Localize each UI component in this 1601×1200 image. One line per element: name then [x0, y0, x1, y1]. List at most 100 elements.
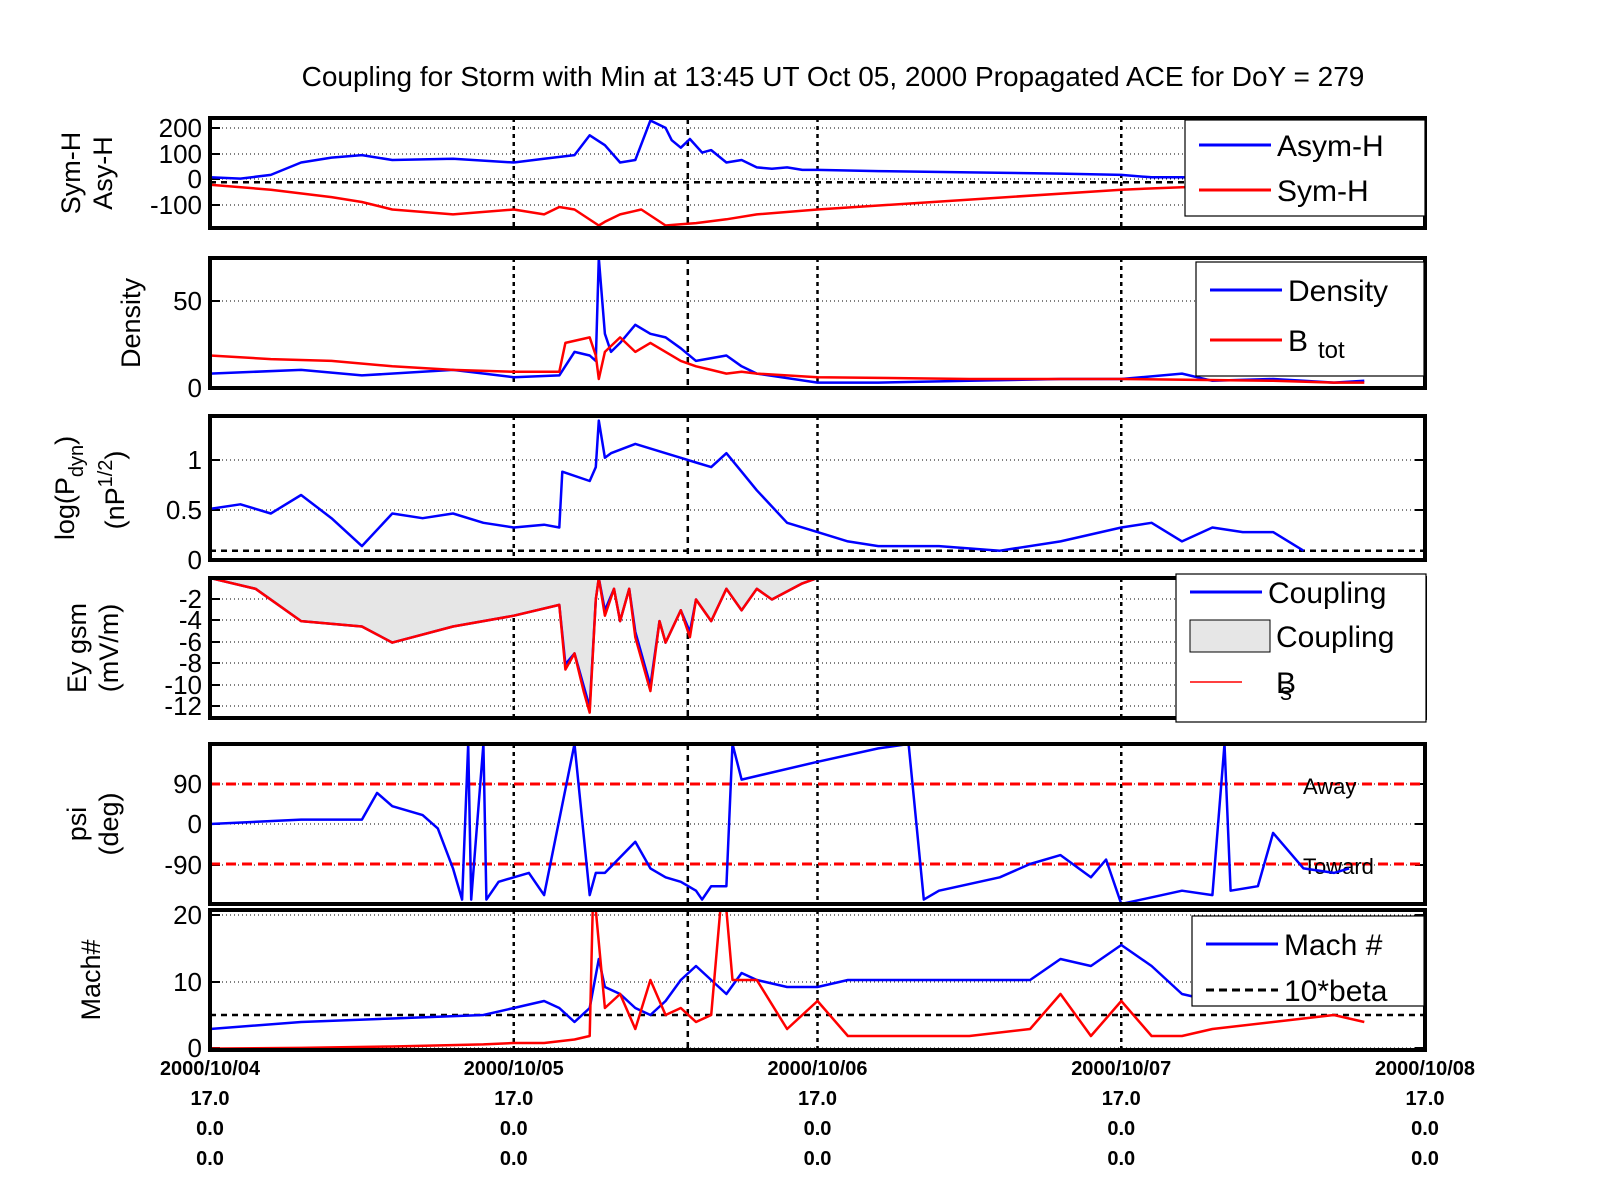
x-tick-label: 17.0 — [191, 1088, 230, 1110]
x-tick-label: 0.0 — [196, 1118, 224, 1140]
y-tick-label: -100 — [150, 190, 202, 220]
axes-frame — [208, 742, 1427, 906]
sector-label: Toward — [1303, 854, 1374, 879]
legend-label: Coupling — [1268, 577, 1386, 610]
legend-box — [1191, 915, 1425, 1007]
legend-swatch — [1189, 619, 1271, 653]
y-tick-label: 0 — [188, 373, 202, 403]
x-tick-label: 17.0 — [1406, 1088, 1445, 1110]
x-tick-label: 0.0 — [1107, 1148, 1135, 1170]
y-tick-label: 50 — [173, 286, 202, 316]
x-tick-label: 0.0 — [1411, 1118, 1439, 1140]
legend-label: Density — [1288, 275, 1388, 308]
y-tick-label: -2 — [179, 584, 202, 614]
y-tick-label: -8 — [179, 648, 202, 678]
series-line-red — [210, 181, 1425, 227]
legend: Mach # 10*beta — [1191, 915, 1425, 1008]
x-tick-label: 17.0 — [494, 1088, 533, 1110]
y-axis-label-part: log(P — [50, 477, 80, 540]
axes-frame — [208, 256, 1427, 390]
y-tick-label: 200 — [159, 113, 202, 143]
legend: Density B tot — [1195, 261, 1425, 377]
y-tick-label: 0.5 — [166, 495, 202, 525]
legend-box — [1184, 119, 1426, 217]
y-tick-label: -10 — [164, 670, 202, 700]
y-tick-label: 100 — [159, 139, 202, 169]
series-line-red — [210, 336, 1365, 384]
y-axis-label: Mach# — [76, 939, 106, 1020]
series-line-blue — [210, 419, 1305, 552]
y-tick-label: 0 — [188, 545, 202, 575]
y-axis-label-part: ) — [100, 451, 130, 460]
legend-label: 10*beta — [1284, 975, 1388, 1008]
series-line-blue — [210, 119, 1425, 182]
x-axis-labels: 2000/10/04 17.0 0.0 0.0 2000/10/05 17.0 0.0 0.0… — [160, 1058, 1475, 1170]
x-tick-label: 0.0 — [1411, 1148, 1439, 1170]
x-tick-label: 2000/10/04 — [160, 1058, 261, 1080]
y-axis-label: Density — [116, 277, 146, 368]
legend-label: Coupling — [1276, 621, 1394, 654]
y-tick-label: -4 — [179, 605, 202, 635]
legend: Coupling Coupling Bs — [1175, 573, 1427, 723]
panel-6: 20 10 0 Mach# Mach # 10*beta — [76, 900, 1427, 1063]
x-tick-label: 0.0 — [804, 1148, 832, 1170]
panel-5: 90 0 -90 Away Toward psi (deg) — [62, 742, 1427, 906]
legend-label: B — [1288, 325, 1308, 358]
x-tick-label: 0.0 — [196, 1148, 224, 1170]
y-axis-label-sub: dyn — [66, 445, 88, 477]
x-tick-label: 0.0 — [1107, 1118, 1135, 1140]
axes-frame — [208, 414, 1427, 562]
series-line-red — [210, 910, 1365, 1050]
legend-label: Sym-H — [1277, 175, 1369, 208]
series-line-blue — [210, 943, 1365, 1031]
legend-label: Asym-H — [1277, 130, 1384, 163]
legend-label-sub: s — [1280, 679, 1292, 706]
y-axis-label-part: (nP — [100, 487, 130, 529]
y-tick-label: 0 — [188, 164, 202, 194]
y-axis-label: log(Pdyn) — [50, 436, 88, 540]
x-tick-label: 2000/10/07 — [1071, 1058, 1171, 1080]
y-axis-label-part: ) — [50, 436, 80, 445]
x-tick-label: 0.0 — [804, 1118, 832, 1140]
legend-label: B — [1276, 667, 1296, 700]
y-axis-label: Sym-H — [56, 132, 86, 215]
y-tick-label: -90 — [164, 850, 202, 880]
x-tick-label: 17.0 — [1102, 1088, 1141, 1110]
panel-2: 50 0 Density Density B tot — [116, 256, 1427, 403]
legend-label-sub: tot — [1318, 337, 1345, 364]
y-tick-label: 0 — [188, 809, 202, 839]
figure-title: Coupling for Storm with Min at 13:45 UT … — [302, 61, 1365, 92]
x-tick-label: 0.0 — [500, 1148, 528, 1170]
x-tick-label: 17.0 — [798, 1088, 837, 1110]
legend: Asym-H Sym-H — [1184, 119, 1426, 217]
y-tick-label: -6 — [179, 627, 202, 657]
y-axis-label: psi — [62, 807, 92, 842]
x-tick-label: 2000/10/08 — [1375, 1058, 1475, 1080]
y-tick-label: -12 — [164, 691, 202, 721]
y-tick-label: 20 — [173, 900, 202, 930]
y-axis-label: (deg) — [94, 792, 124, 855]
y-tick-label: 90 — [173, 769, 202, 799]
legend-box — [1195, 261, 1425, 377]
y-axis-label: (nP1/2) — [95, 451, 130, 530]
series-line-red — [210, 578, 818, 714]
y-tick-label: 1 — [188, 445, 202, 475]
axes-frame — [208, 908, 1427, 1052]
legend-label: Mach # — [1284, 929, 1383, 962]
x-tick-label: 2000/10/06 — [767, 1058, 867, 1080]
y-tick-label: 10 — [173, 967, 202, 997]
y-axis-label: Asy-H — [88, 136, 118, 210]
y-tick-label: 0 — [188, 1033, 202, 1063]
y-axis-label: (mV/m) — [94, 604, 124, 692]
y-axis-label: Ey gsm — [62, 603, 92, 693]
x-tick-label: 0.0 — [500, 1118, 528, 1140]
x-tick-label: 2000/10/05 — [464, 1058, 564, 1080]
coupling-area — [210, 578, 818, 708]
series-line-blue — [210, 258, 1365, 384]
sector-label: Away — [1303, 774, 1356, 799]
